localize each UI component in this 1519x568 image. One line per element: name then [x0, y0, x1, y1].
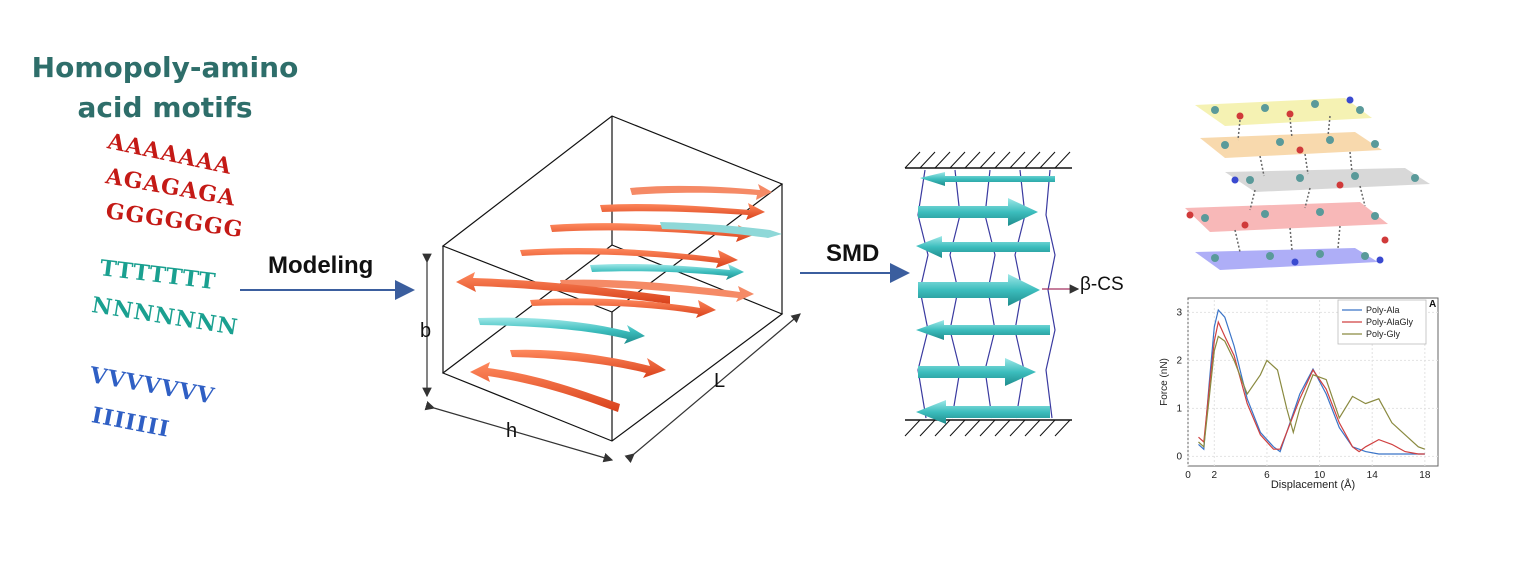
dimension-l-label: L	[714, 370, 726, 392]
chart-x-tick-label: 6	[1264, 470, 1270, 481]
molecular-render-illustration	[1185, 96, 1430, 270]
chart-x-ticks: 0 2 6 10 14 18	[1185, 470, 1431, 481]
dimension-b-label: b	[420, 320, 432, 342]
chart-legend-label: Poly-AlaGly	[1366, 317, 1414, 327]
chart-legend-label: Poly-Ala	[1366, 305, 1400, 315]
chart-y-ticks: 0 1 2 3	[1176, 307, 1182, 462]
dimension-h-arrow	[424, 401, 614, 463]
modeling-label: Modeling	[268, 252, 374, 279]
chart-y-tick-label: 1	[1176, 403, 1182, 414]
chart-legend: Poly-Ala Poly-AlaGly Poly-Gly	[1342, 305, 1414, 339]
beta-cs-label: β-CS	[1080, 274, 1124, 295]
chart-series-line-poly-gly	[1198, 335, 1426, 450]
smd-strand-stack	[904, 151, 1072, 437]
dimension-l-arrow	[624, 313, 801, 464]
chart-x-axis-label: Displacement (Å)	[1271, 478, 1355, 491]
chart-x-tick-label: 14	[1367, 470, 1379, 481]
dimension-h-label: h	[506, 420, 518, 442]
chart-y-axis-label: Force (nN)	[1159, 358, 1170, 406]
title-line-1: Homopoly-amino	[31, 51, 299, 84]
chart-y-tick-label: 2	[1176, 355, 1182, 366]
chart-grid	[1187, 298, 1438, 466]
panel-title: Homopoly-amino acid motifs	[10, 48, 320, 128]
chart-x-tick-label: 2	[1212, 470, 1218, 481]
force-displacement-chart: 0 1 2 3 0 2 6 10 14 18 Poly-Ala Poly-AlaGly Poly-G…	[1159, 297, 1439, 491]
chart-y-tick-label: 3	[1176, 307, 1182, 318]
title-line-2: acid motifs	[77, 91, 253, 124]
chart-panel-label: A	[1429, 299, 1436, 310]
chart-legend-label: Poly-Gly	[1366, 329, 1401, 339]
chart-series-line-poly-alagly	[1198, 320, 1425, 455]
chart-x-tick-label: 18	[1419, 470, 1431, 481]
chart-series	[1198, 308, 1426, 455]
sheet-box-model	[441, 115, 784, 442]
chart-x-tick-label: 0	[1185, 470, 1191, 481]
beta-sheet-strands	[456, 184, 782, 412]
chart-y-tick-label: 0	[1176, 451, 1182, 462]
smd-label: SMD	[826, 240, 880, 267]
chart-x-tick-label: 10	[1314, 470, 1326, 481]
